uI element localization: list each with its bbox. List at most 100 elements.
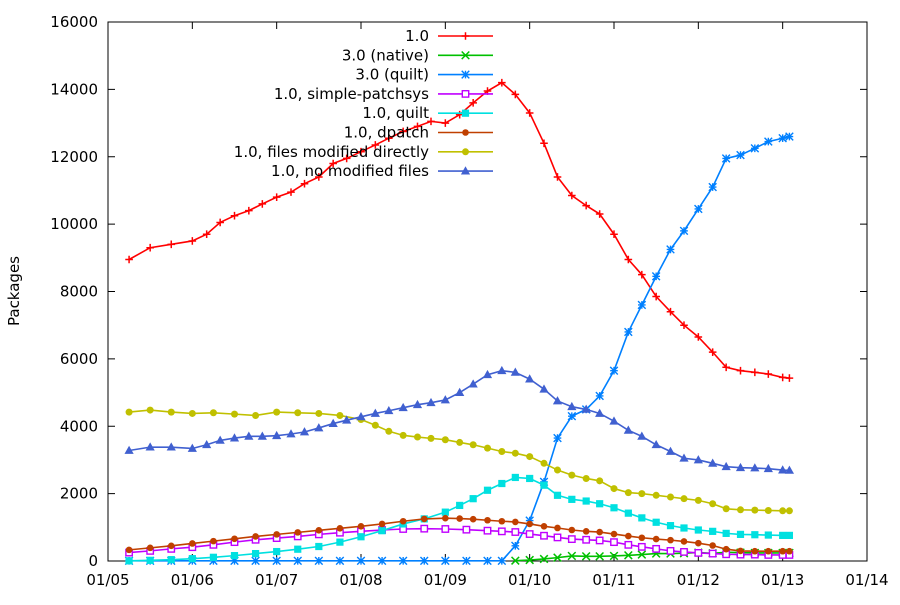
data-point [497, 556, 507, 566]
data-point [553, 173, 562, 181]
data-point [315, 527, 323, 534]
data-point [469, 515, 477, 523]
data-point [785, 531, 794, 539]
data-point [336, 411, 344, 419]
data-point [146, 544, 154, 552]
series-7 [124, 365, 795, 474]
data-point [482, 369, 493, 379]
x-tick-label: 01/14 [845, 571, 888, 589]
data-point [287, 188, 295, 196]
data-point [721, 461, 731, 471]
data-point [785, 132, 794, 141]
data-point [785, 374, 794, 382]
data-point [209, 553, 218, 561]
data-point [637, 300, 647, 310]
data-point [385, 427, 393, 435]
data-point [623, 425, 633, 434]
series-6 [125, 406, 793, 515]
data-point [693, 455, 703, 464]
y-tick-label: 8000 [60, 283, 98, 301]
x-tick-label: 01/07 [255, 571, 298, 589]
data-point [510, 556, 520, 565]
data-point [166, 442, 176, 451]
data-point [461, 89, 470, 98]
data-point [385, 134, 393, 143]
data-point [540, 139, 548, 148]
data-point [188, 237, 197, 245]
legend-label: 1.0, simple-patchsys [274, 85, 429, 103]
x-tick-label: 01/05 [86, 571, 129, 589]
data-point [231, 535, 238, 543]
data-point [722, 363, 730, 372]
data-point [251, 556, 260, 566]
data-point [461, 50, 470, 60]
series-line [129, 517, 790, 553]
data-point [378, 520, 386, 528]
data-point [595, 391, 604, 401]
data-point [554, 524, 561, 532]
data-point [414, 433, 422, 441]
data-point [125, 557, 133, 565]
data-point [357, 523, 365, 530]
data-point [652, 292, 660, 301]
legend-label: 3.0 (quilt) [355, 66, 429, 84]
data-point [512, 518, 519, 526]
data-point [694, 204, 703, 214]
data-point [624, 540, 633, 549]
legend-label: 3.0 (native) [342, 46, 429, 64]
data-point [568, 191, 576, 200]
data-point [462, 148, 469, 156]
data-point [336, 525, 344, 532]
data-point [371, 421, 379, 429]
data-point [460, 166, 471, 175]
data-point [778, 133, 787, 143]
x-tick-label: 01/10 [508, 571, 551, 589]
data-point [399, 517, 407, 525]
data-point [694, 333, 703, 341]
x-tick-label: 01/11 [592, 571, 635, 589]
data-point [595, 210, 604, 218]
data-point [461, 70, 470, 79]
data-point [483, 486, 492, 494]
data-point [666, 546, 675, 555]
data-point [610, 504, 618, 512]
x-tick-label: 01/06 [171, 571, 214, 589]
data-point [461, 32, 470, 40]
data-point [553, 553, 562, 562]
data-point [230, 556, 239, 566]
data-point [751, 506, 759, 514]
data-point [721, 154, 731, 163]
data-point [666, 307, 675, 316]
data-point [609, 416, 619, 425]
data-point [441, 525, 450, 533]
data-point [357, 147, 365, 156]
data-point [596, 477, 604, 485]
data-point [680, 495, 688, 503]
y-tick-label: 16000 [50, 13, 98, 31]
data-point [525, 109, 534, 117]
data-point [299, 427, 310, 436]
data-point [624, 327, 633, 337]
data-point [763, 463, 773, 473]
y-tick-label: 14000 [50, 80, 98, 98]
data-point [624, 255, 633, 264]
data-point [680, 548, 688, 556]
data-point [610, 485, 618, 493]
data-point [511, 528, 520, 536]
data-point [665, 446, 676, 455]
data-point [553, 433, 562, 443]
data-point [736, 530, 745, 538]
data-point [539, 554, 549, 564]
series-0 [125, 78, 794, 382]
data-point [469, 495, 477, 503]
data-point [461, 109, 470, 117]
data-point [751, 368, 759, 377]
x-tick-label: 01/13 [761, 571, 804, 589]
data-point [526, 453, 534, 461]
data-point [420, 524, 429, 533]
data-point [582, 474, 590, 482]
data-point [498, 78, 506, 87]
x-axis: 01/05 01/06 01/07 01/08 01/09 01/10 01/11 01/12… [86, 22, 889, 589]
data-point [568, 526, 576, 534]
